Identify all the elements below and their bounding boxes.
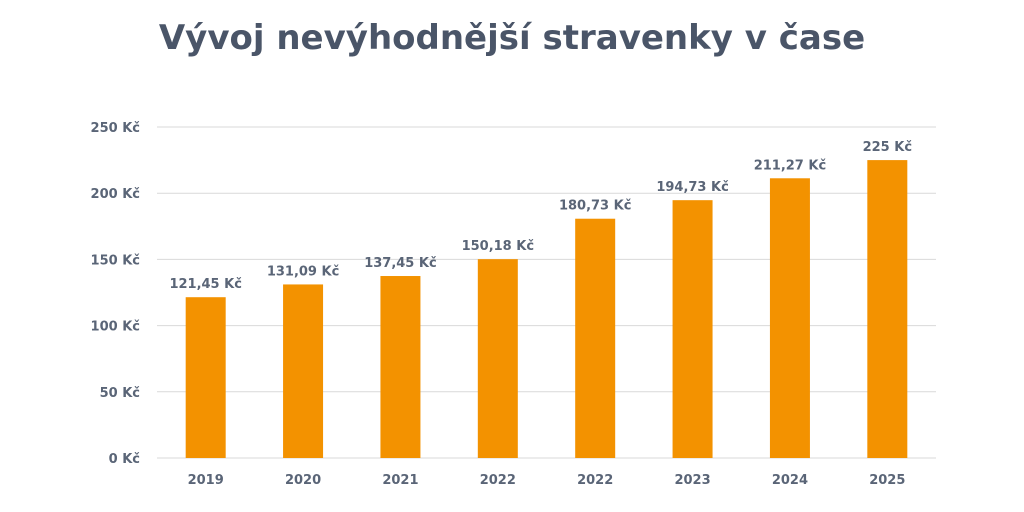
bar xyxy=(575,218,616,458)
x-tick-label: 2023 xyxy=(674,473,710,488)
bar xyxy=(283,284,324,458)
bar xyxy=(867,160,908,458)
data-label: 121,45 Kč xyxy=(169,277,241,292)
bar xyxy=(769,178,810,459)
data-label: 225 Kč xyxy=(863,140,912,155)
x-tick-label: 2022 xyxy=(480,473,516,488)
chart-title: Vývoj nevýhodnější stravenky v čase xyxy=(158,18,866,58)
y-tick-label: 0 Kč xyxy=(109,452,140,467)
x-tick-label: 2025 xyxy=(869,473,905,488)
x-tick-label: 2024 xyxy=(772,473,808,488)
x-axis-ticks: 2019 2020 2021 2022 2022 2023 2024 2025 xyxy=(188,473,906,488)
y-tick-label: 200 Kč xyxy=(91,187,140,202)
data-labels: 121,45 Kč 131,09 Kč 137,45 Kč 150,18 Kč 180,… xyxy=(169,140,912,292)
bar xyxy=(185,297,226,458)
data-label: 131,09 Kč xyxy=(267,264,339,279)
y-tick-label: 100 Kč xyxy=(91,320,140,335)
x-tick-label: 2019 xyxy=(188,473,224,488)
y-tick-label: 250 Kč xyxy=(91,121,140,136)
bar xyxy=(380,276,421,458)
gridlines xyxy=(157,126,936,459)
y-axis-ticks: 0 Kč 50 Kč 100 Kč 150 Kč 200 Kč 250 Kč xyxy=(91,121,140,467)
data-label: 194,73 Kč xyxy=(656,180,728,195)
y-tick-label: 150 Kč xyxy=(91,253,140,268)
x-tick-label: 2020 xyxy=(285,473,321,488)
bar xyxy=(672,200,713,458)
data-label: 211,27 Kč xyxy=(754,158,826,173)
data-label: 180,73 Kč xyxy=(559,199,631,214)
data-label: 150,18 Kč xyxy=(462,239,534,254)
x-tick-label: 2021 xyxy=(382,473,418,488)
bar xyxy=(477,259,518,458)
data-label: 137,45 Kč xyxy=(364,256,436,271)
bars xyxy=(185,160,908,459)
y-tick-label: 50 Kč xyxy=(100,386,140,401)
x-tick-label: 2022 xyxy=(577,473,613,488)
